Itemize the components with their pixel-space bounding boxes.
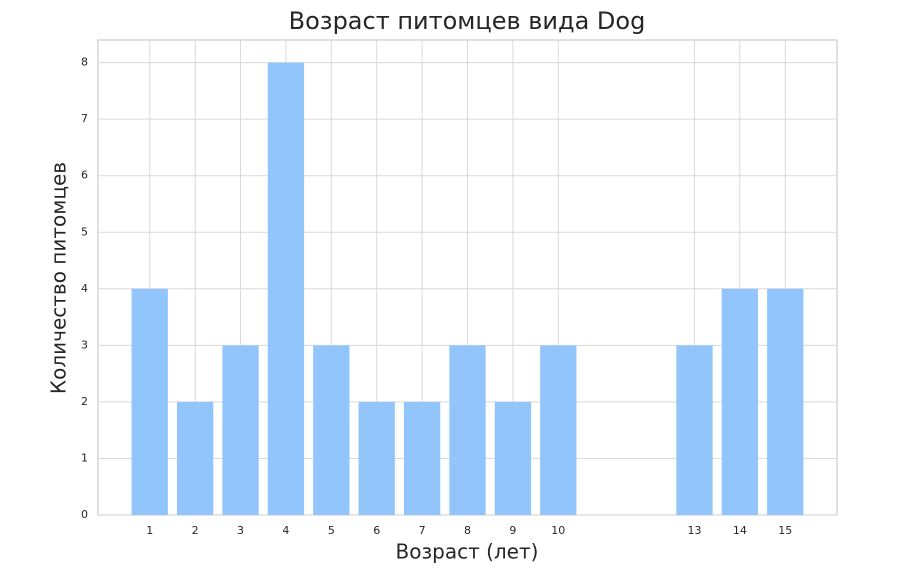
x-tick-label: 14 [733, 524, 747, 537]
y-tick-label: 2 [81, 395, 88, 408]
bar [403, 401, 441, 515]
chart-title: Возраст питомцев вида Dog [289, 7, 646, 35]
y-tick-label: 7 [81, 112, 88, 125]
y-tick-label: 5 [81, 225, 88, 238]
x-tick-label: 3 [237, 524, 244, 537]
bar [267, 62, 305, 515]
bar [767, 288, 804, 515]
y-tick-label: 0 [81, 508, 88, 521]
x-tick-label: 15 [778, 524, 792, 537]
bar [449, 345, 486, 515]
bar [358, 401, 395, 515]
bar [222, 345, 259, 515]
x-tick-label: 10 [551, 524, 565, 537]
bar [313, 345, 350, 515]
bar [540, 345, 577, 515]
x-tick-label: 1 [146, 524, 153, 537]
y-tick-label: 6 [81, 169, 88, 182]
x-tick-label: 9 [509, 524, 516, 537]
y-tick-label: 3 [81, 338, 88, 351]
y-tick-label: 1 [81, 451, 88, 464]
x-tick-label: 6 [373, 524, 380, 537]
y-tick-label: 4 [81, 282, 88, 295]
x-tick-label: 5 [328, 524, 335, 537]
x-tick-label: 7 [419, 524, 426, 537]
x-tick-label: 13 [687, 524, 701, 537]
bar [131, 288, 168, 515]
bar [494, 401, 532, 515]
bar [721, 288, 759, 515]
y-tick-label: 8 [81, 56, 88, 69]
bar [176, 401, 214, 515]
x-tick-label: 2 [192, 524, 199, 537]
y-axis-label: Количество питомцев [47, 162, 71, 394]
x-axis-label: Возраст (лет) [396, 540, 539, 564]
x-tick-label: 8 [464, 524, 471, 537]
x-tick-label: 4 [282, 524, 289, 537]
bar [676, 345, 713, 515]
grid [98, 40, 837, 516]
bars [131, 62, 804, 515]
